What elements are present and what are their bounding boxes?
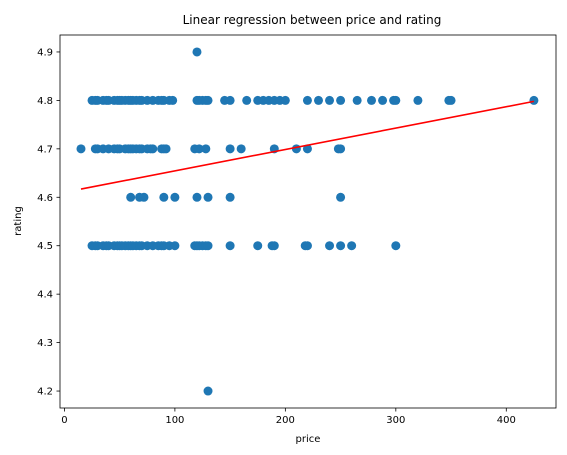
chart-title: Linear regression between price and rati… bbox=[183, 13, 442, 27]
data-point bbox=[148, 144, 158, 154]
data-point bbox=[168, 95, 178, 105]
data-point bbox=[225, 241, 235, 251]
data-point bbox=[139, 192, 149, 202]
y-axis: 4.2 4.3 4.4 4.5 4.6 4.7 4.8 4.9 bbox=[37, 47, 60, 398]
data-point bbox=[170, 192, 180, 202]
data-point bbox=[203, 95, 213, 105]
data-point bbox=[159, 192, 169, 202]
y-tick-label: 4.4 bbox=[37, 290, 53, 301]
x-tick-label: 400 bbox=[497, 415, 516, 426]
data-point bbox=[269, 241, 279, 251]
x-axis-label: price bbox=[296, 434, 321, 445]
data-point bbox=[203, 386, 213, 396]
data-point bbox=[325, 241, 335, 251]
data-point bbox=[203, 241, 213, 251]
x-tick-label: 200 bbox=[276, 415, 295, 426]
regression-line-group bbox=[80, 100, 535, 190]
y-tick-label: 4.7 bbox=[37, 144, 53, 155]
data-point bbox=[446, 95, 456, 105]
data-point bbox=[529, 95, 539, 105]
data-point bbox=[236, 144, 246, 154]
data-point bbox=[126, 192, 136, 202]
x-tick-label: 0 bbox=[61, 415, 67, 426]
data-point bbox=[225, 144, 235, 154]
data-point bbox=[76, 144, 86, 154]
data-point bbox=[194, 144, 204, 154]
axes-frame bbox=[59, 34, 557, 409]
data-point bbox=[192, 47, 202, 57]
y-tick-label: 4.5 bbox=[37, 241, 53, 252]
data-point bbox=[192, 192, 202, 202]
data-point bbox=[170, 241, 180, 251]
regression-line bbox=[80, 100, 535, 190]
data-point bbox=[291, 144, 301, 154]
data-point bbox=[313, 95, 323, 105]
data-point bbox=[336, 95, 346, 105]
data-point bbox=[352, 95, 362, 105]
data-point bbox=[280, 95, 290, 105]
data-point bbox=[203, 192, 213, 202]
y-tick-label: 4.2 bbox=[37, 387, 53, 398]
data-point bbox=[242, 95, 252, 105]
data-point bbox=[253, 241, 263, 251]
data-points bbox=[76, 47, 539, 396]
data-point bbox=[336, 241, 346, 251]
plot-area: 0 100 200 300 400 4.2 4.3 4.4 4.5 4.6 4.7 4.8 4.9 bbox=[37, 34, 557, 426]
data-point bbox=[391, 95, 401, 105]
data-point bbox=[336, 192, 346, 202]
data-point bbox=[413, 95, 423, 105]
data-point bbox=[347, 241, 357, 251]
y-tick-label: 4.9 bbox=[37, 47, 53, 58]
data-point bbox=[302, 241, 312, 251]
data-point bbox=[161, 144, 171, 154]
data-point bbox=[367, 95, 377, 105]
x-tick-label: 100 bbox=[165, 415, 184, 426]
y-tick-label: 4.8 bbox=[37, 96, 53, 107]
data-point bbox=[378, 95, 388, 105]
y-tick-label: 4.3 bbox=[37, 338, 53, 349]
data-point bbox=[302, 144, 312, 154]
data-point bbox=[325, 95, 335, 105]
data-point bbox=[201, 144, 211, 154]
data-point bbox=[336, 144, 346, 154]
data-point bbox=[225, 95, 235, 105]
y-axis-label: rating bbox=[13, 206, 24, 236]
x-axis: 0 100 200 300 400 bbox=[61, 408, 516, 426]
x-tick-label: 300 bbox=[386, 415, 405, 426]
data-point bbox=[225, 192, 235, 202]
y-tick-label: 4.6 bbox=[37, 193, 53, 204]
data-point bbox=[302, 95, 312, 105]
data-point bbox=[391, 241, 401, 251]
